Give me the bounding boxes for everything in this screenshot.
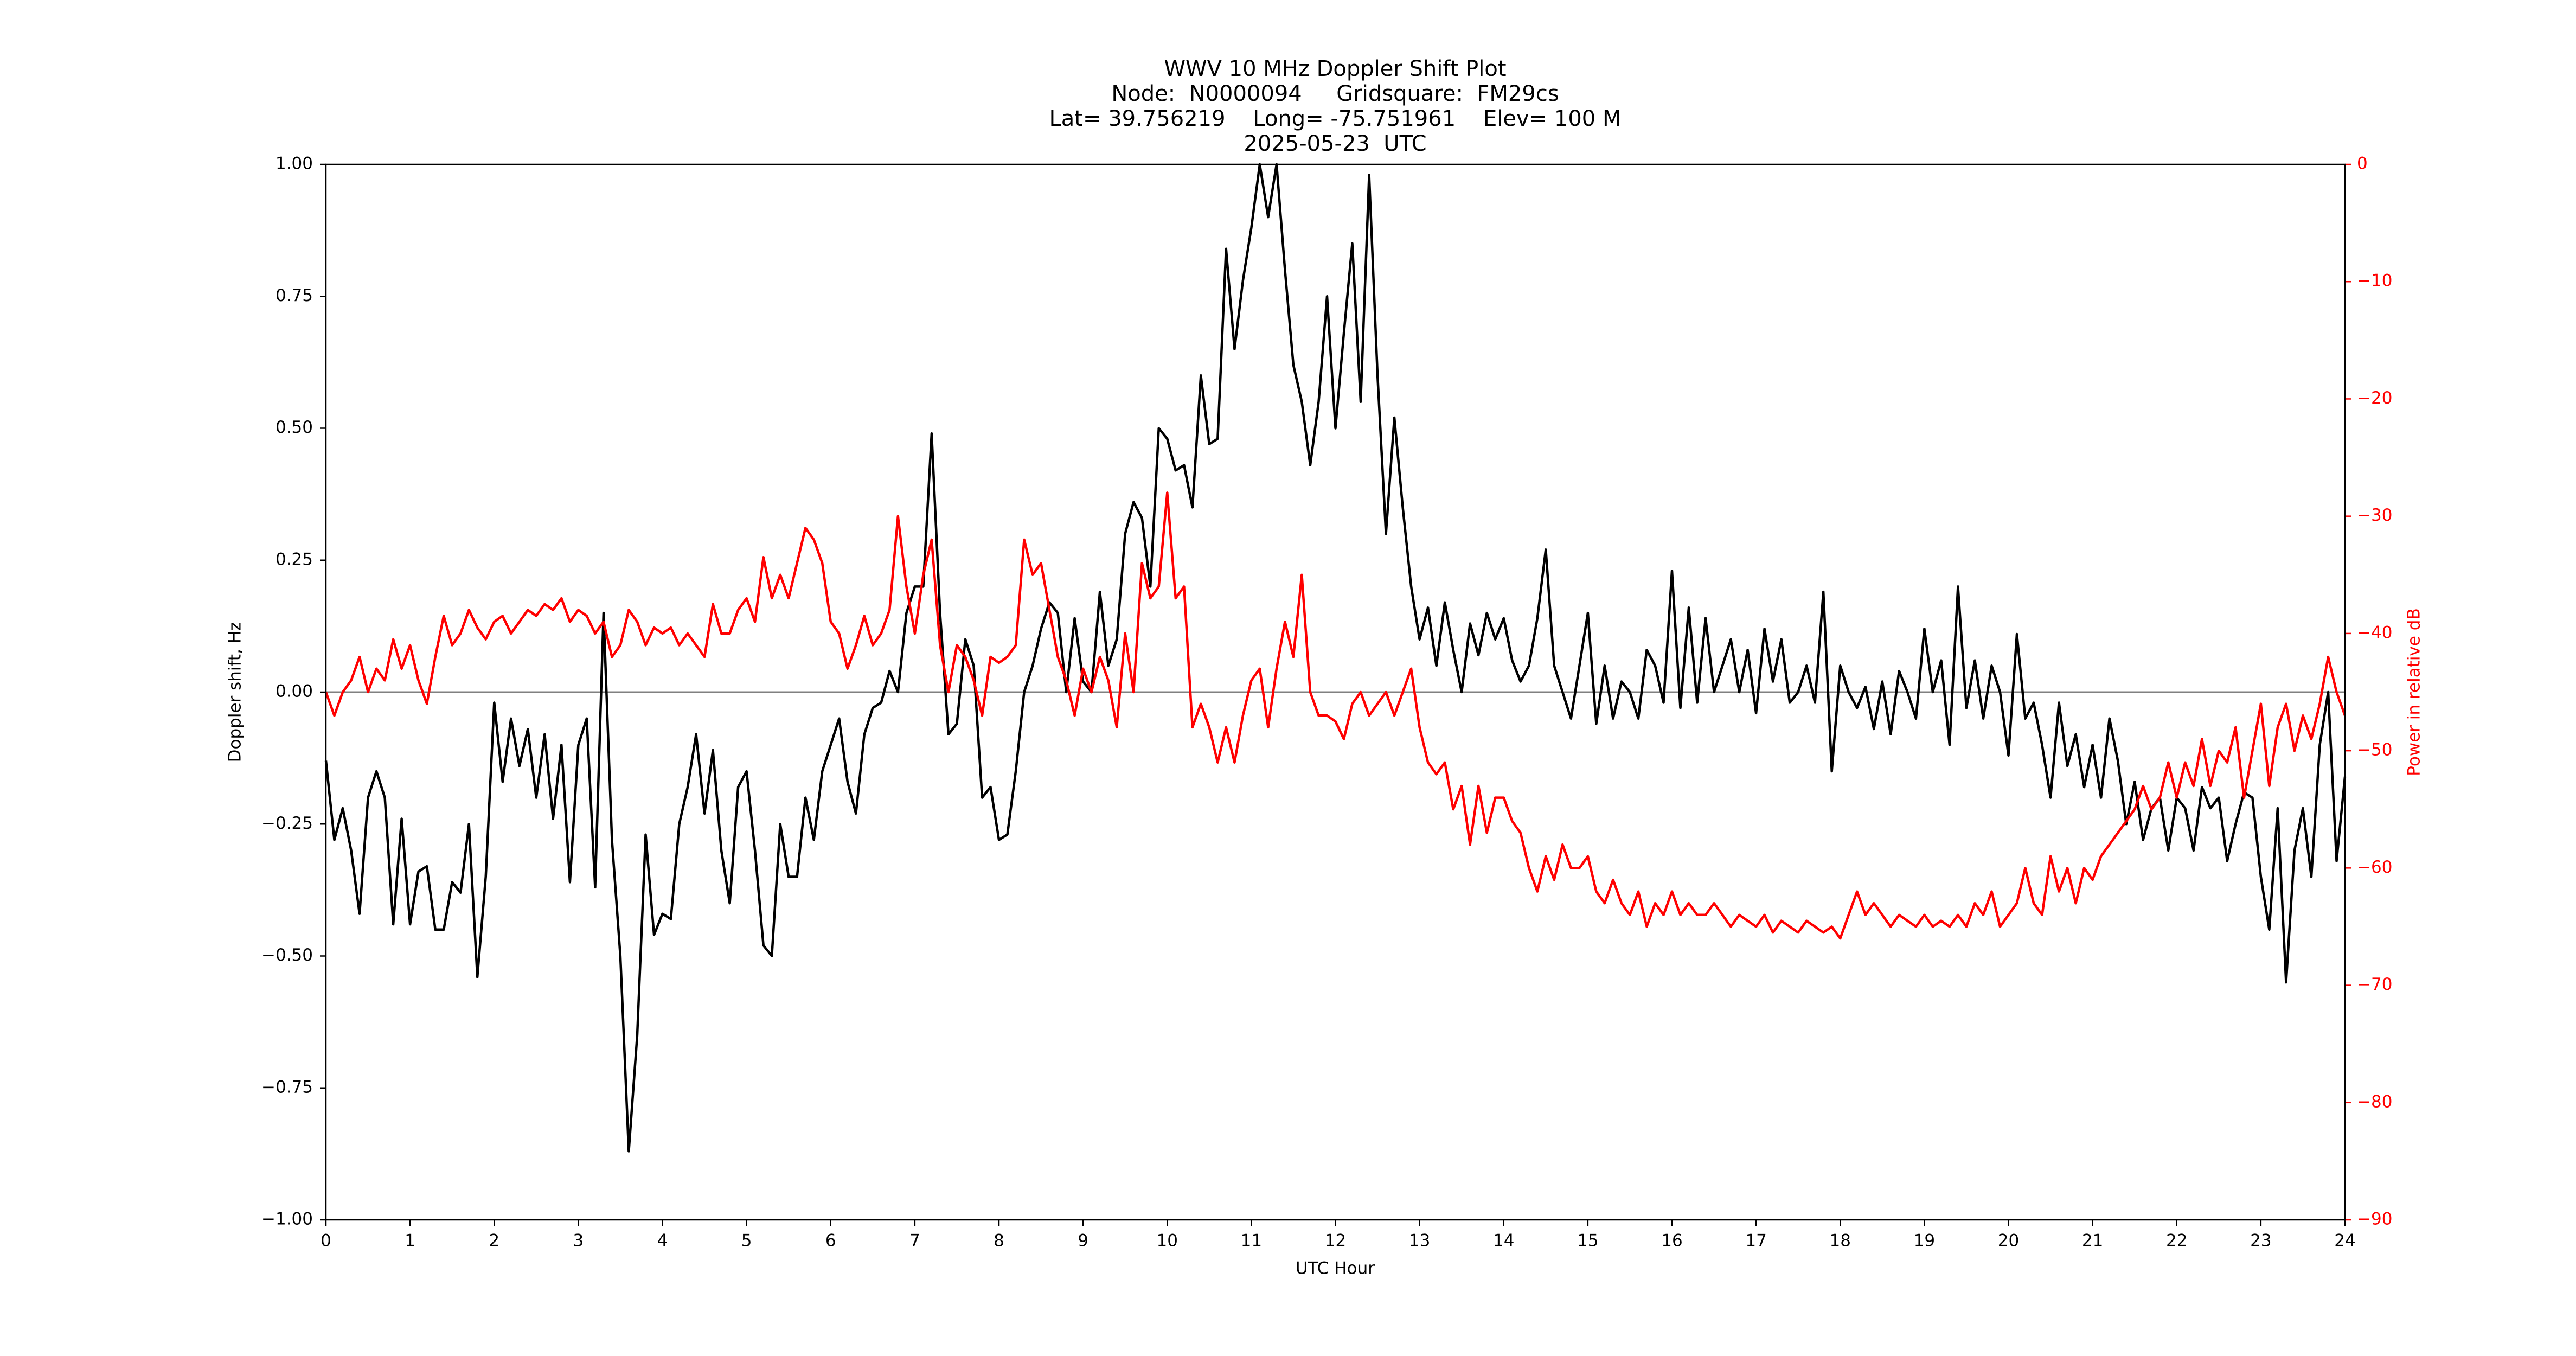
x-tick-label: 18 xyxy=(1830,1231,1851,1251)
x-tick-label: 11 xyxy=(1241,1231,1262,1251)
x-tick-label: 7 xyxy=(909,1231,920,1251)
y-tick-label: 1.00 xyxy=(275,154,313,174)
y-axis-label: Doppler shift, Hz xyxy=(226,622,245,763)
x-tick-label: 15 xyxy=(1577,1231,1598,1251)
x-tick-label: 17 xyxy=(1745,1231,1766,1251)
x-tick-label: 23 xyxy=(2250,1231,2271,1251)
x-tick-label: 3 xyxy=(573,1231,584,1251)
y-tick-label: 0.00 xyxy=(275,682,313,701)
chart-title: WWV 10 MHz Doppler Shift Plot xyxy=(1164,56,1506,81)
y2-tick-label: −30 xyxy=(2357,506,2392,525)
x-tick-label: 8 xyxy=(994,1231,1004,1251)
y-tick-label: −0.25 xyxy=(261,814,313,833)
y-tick-label: −1.00 xyxy=(261,1210,313,1229)
y-tick-label: 0.75 xyxy=(275,286,313,305)
y2-tick-label: −90 xyxy=(2357,1210,2392,1229)
x-tick-label: 2 xyxy=(489,1231,499,1251)
y2-tick-label: −60 xyxy=(2357,858,2392,877)
x-tick-label: 5 xyxy=(741,1231,752,1251)
x-tick-label: 21 xyxy=(2082,1231,2103,1251)
y2-tick-label: −40 xyxy=(2357,623,2392,642)
x-tick-label: 10 xyxy=(1157,1231,1178,1251)
x-tick-label: 16 xyxy=(1661,1231,1682,1251)
data-line xyxy=(324,163,2347,1153)
y-tick-label: 0.50 xyxy=(275,418,313,437)
chart-subtitle: Node: N0000094 Gridsquare: FM29cs xyxy=(1111,81,1559,106)
plot-frame xyxy=(325,163,2346,1221)
x-tick-label: 12 xyxy=(1325,1231,1346,1251)
data-line xyxy=(324,491,2347,940)
x-axis-label: UTC Hour xyxy=(1296,1259,1375,1278)
x-tick-label: 14 xyxy=(1493,1231,1514,1251)
y2-tick-label: −20 xyxy=(2357,388,2392,408)
y2-tick-label: 0 xyxy=(2357,154,2368,174)
y-tick-label: −0.50 xyxy=(261,945,313,965)
chart-subtitle: Lat= 39.756219 Long= -75.751961 Elev= 10… xyxy=(1049,106,1622,131)
y2-tick-label: −10 xyxy=(2357,271,2392,291)
x-tick-label: 22 xyxy=(2166,1231,2187,1251)
x-tick-label: 13 xyxy=(1409,1231,1430,1251)
x-tick-label: 9 xyxy=(1078,1231,1088,1251)
y-tick-label: −0.75 xyxy=(261,1077,313,1097)
y2-tick-label: −50 xyxy=(2357,740,2392,760)
x-tick-label: 20 xyxy=(1998,1231,2019,1251)
y2-tick-label: −80 xyxy=(2357,1092,2392,1111)
x-tick-label: 6 xyxy=(825,1231,836,1251)
x-tick-label: 1 xyxy=(405,1231,415,1251)
x-tick-label: 24 xyxy=(2334,1231,2355,1251)
y2-axis-label: Power in relative dB xyxy=(2405,608,2424,776)
chart-subtitle: 2025-05-23 UTC xyxy=(1244,131,1426,156)
x-tick-label: 19 xyxy=(1914,1231,1935,1251)
y-tick-label: 0.25 xyxy=(275,549,313,569)
x-tick-label: 0 xyxy=(321,1231,331,1251)
y2-tick-label: −70 xyxy=(2357,975,2392,994)
x-tick-label: 4 xyxy=(657,1231,668,1251)
